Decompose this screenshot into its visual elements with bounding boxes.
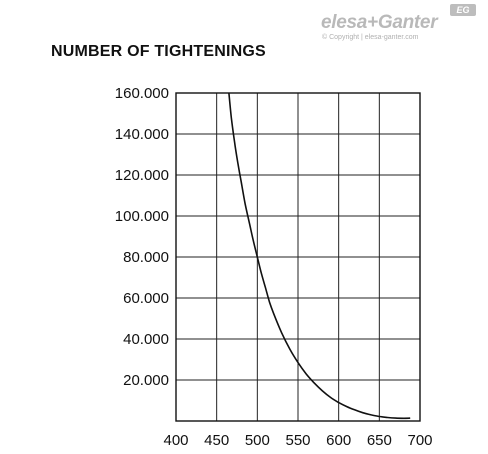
y-tick-label: 40.000 (123, 331, 169, 348)
x-tick-label: 600 (326, 432, 351, 449)
logo-copyright: © Copyright | elesa-ganter.com (322, 34, 419, 41)
y-tick-label: 60.000 (123, 290, 169, 307)
logo-badge: EG (450, 4, 476, 16)
y-tick-label: 140.000 (115, 126, 169, 143)
chart-grid (176, 93, 420, 421)
logo-brand-text: elesa+Ganter (321, 12, 438, 33)
x-tick-label: 650 (367, 432, 392, 449)
y-tick-label: 20.000 (123, 372, 169, 389)
x-tick-label: 550 (285, 432, 310, 449)
chart-title: NUMBER OF TIGHTENINGS (51, 43, 266, 60)
y-tick-label: 100.000 (115, 208, 169, 225)
y-tick-label: 120.000 (115, 167, 169, 184)
x-tick-label: 500 (245, 432, 270, 449)
y-axis-labels: 20.000 40.000 60.000 80.000 100.000 120.000 14… (115, 85, 169, 389)
x-tick-label: 700 (407, 432, 432, 449)
series-line (228, 92, 411, 420)
y-tick-label: 160.000 (115, 85, 169, 102)
plot-frame (175, 92, 421, 422)
y-tick-label: 80.000 (123, 249, 169, 266)
x-axis-labels: 400 450 500 550 600 650 700 (163, 432, 432, 449)
brand-logo: elesa+Ganter EG © Copyright | elesa-gant… (318, 4, 478, 46)
x-tick-label: 400 (163, 432, 188, 449)
x-tick-label: 450 (204, 432, 229, 449)
